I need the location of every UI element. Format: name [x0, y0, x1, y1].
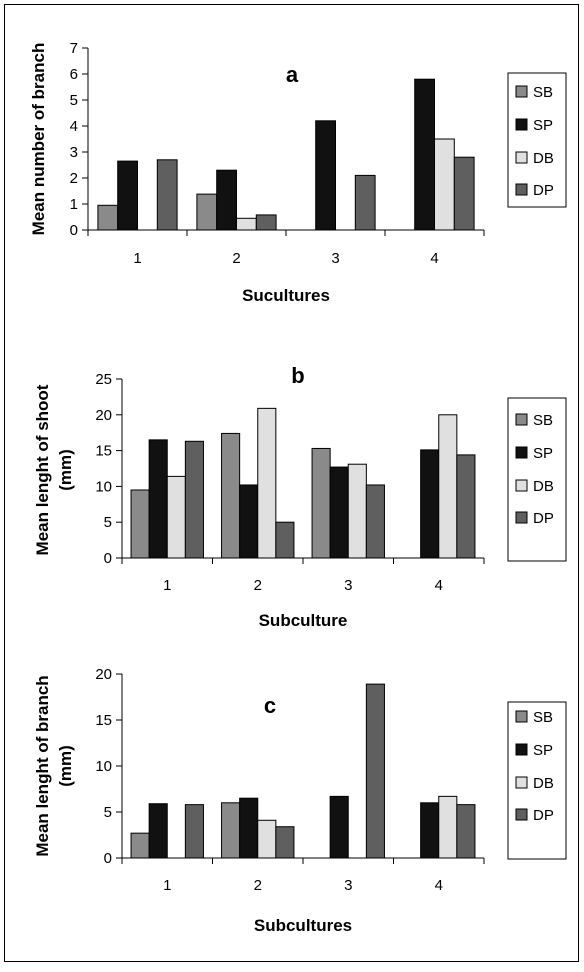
- chart-b: b 0 5 10 15 20 25 1 2 3 4 Mean lenght of shoot (mm) S…: [33, 363, 567, 630]
- panel-a-y-tick-label: 3: [70, 144, 78, 161]
- figure-border: [4, 4, 579, 962]
- panel-a-legend-label-SP: SP: [533, 117, 553, 134]
- panel-a-x-tick-label: 4: [430, 250, 438, 267]
- panel-a-y-tick-label: 1: [70, 196, 78, 213]
- panel-a-letter: a: [286, 62, 299, 87]
- panel-b-legend: SB SP DB DP: [507, 397, 567, 562]
- panel-b-bar-DB-2: [257, 407, 277, 559]
- panel-b-bar-DP-1: [184, 440, 204, 559]
- panel-c-bar-DP-2: [275, 826, 295, 859]
- panel-a-y-tick-label: 6: [70, 66, 78, 83]
- panel-c-legend-swatch-SP: [515, 743, 528, 756]
- panel-c-bar-SP-3: [329, 795, 349, 859]
- panel-c-legend-swatch-DP: [515, 808, 528, 821]
- panel-a-y-tick-label: 4: [70, 118, 78, 135]
- panel-b-y-tick-label: 15: [95, 443, 112, 460]
- panel-b-y-axis-label: Mean lenght of shoot: [33, 384, 52, 555]
- panel-c-legend-label-DB: DB: [533, 775, 554, 792]
- chart-a: a 0 1 2 3 4 5 6 7 1 2 3 4 Mean number of branch Sucult…: [29, 40, 567, 305]
- panel-c-x-tick-label: 4: [435, 877, 443, 894]
- panel-b-x-tick-label: 4: [435, 577, 443, 594]
- panel-b-bar-DP-3: [365, 484, 385, 559]
- panel-c-legend-label-DP: DP: [533, 807, 554, 824]
- panel-b-y-tick-label: 5: [104, 514, 112, 531]
- panel-b-x-tick-label: 2: [254, 577, 262, 594]
- panel-a-x-tick-label: 3: [331, 250, 339, 267]
- panel-c-x-tick-label: 3: [344, 877, 352, 894]
- panel-c-y-tick-label: 15: [95, 712, 112, 729]
- panel-a-y-tick-label: 7: [70, 40, 78, 57]
- panel-c-legend-label-SB: SB: [533, 709, 553, 726]
- panel-a-y-tick-label: 5: [70, 92, 78, 109]
- panel-a-bar-DP-3: [354, 174, 376, 231]
- panel-a-legend-swatch-DB: [515, 151, 528, 164]
- panel-a-bar-DP-4: [453, 156, 475, 231]
- panel-a-bar-SP-2: [216, 169, 237, 231]
- panel-a-legend-label-SB: SB: [533, 84, 553, 101]
- panel-a-legend-swatch-SP: [515, 118, 528, 131]
- panel-b-legend-swatch-DB: [515, 479, 528, 492]
- panel-a-x-tick-label: 1: [133, 250, 141, 267]
- panel-a-legend-swatch-DP: [515, 183, 528, 196]
- panel-a-bar-DP-1: [156, 159, 178, 231]
- panel-a-legend-label-DP: DP: [533, 182, 554, 199]
- panel-c-legend: SB SP DB DP: [507, 701, 567, 860]
- panel-a-bar-SP-1: [117, 160, 138, 231]
- panel-c-bar-DP-1: [184, 804, 204, 859]
- panel-c-legend-swatch-DB: [515, 776, 528, 789]
- panel-c-y-tick-label: 5: [104, 804, 112, 821]
- panel-b-letter: b: [291, 363, 304, 388]
- panel-a-legend: SB SP DB DP: [507, 72, 567, 208]
- panel-c-x-tick-label: 1: [163, 877, 171, 894]
- panel-c-legend-swatch-SB: [515, 710, 528, 723]
- panel-b-y-axis-label: (mm): [56, 449, 75, 491]
- panel-b-legend-label-DP: DP: [533, 510, 554, 527]
- panel-c-x-tick-label: 2: [254, 877, 262, 894]
- panel-b-legend-label-DB: DB: [533, 478, 554, 495]
- panel-a-x-axis-label: Sucultures: [242, 286, 330, 305]
- panel-b-legend-swatch-SP: [515, 446, 528, 459]
- panel-b-legend-label-SB: SB: [533, 412, 553, 429]
- panel-a-legend-swatch-SB: [515, 85, 528, 98]
- panel-b-bar-DP-4: [456, 454, 476, 559]
- panel-a-bar-SP-3: [315, 120, 337, 231]
- panel-a-legend-label-DB: DB: [533, 150, 554, 167]
- panel-a-y-tick-label: 0: [70, 222, 78, 239]
- panel-a-x-tick-label: 2: [232, 250, 240, 267]
- panel-c-bar-SP-1: [148, 803, 168, 859]
- panel-a-y-axis-label: Mean number of branch: [29, 43, 48, 236]
- panel-c-x-axis-label: Subcultures: [254, 916, 352, 935]
- panel-c-bar-DP-3: [365, 683, 385, 859]
- panel-b-x-axis-label: Subculture: [259, 611, 348, 630]
- panel-c-bar-DP-4: [456, 804, 476, 859]
- panel-a-y-tick-label: 2: [70, 170, 78, 187]
- panel-b-y-tick-label: 0: [104, 550, 112, 567]
- panel-a-bar-DP-2: [255, 214, 277, 231]
- panel-b-y-tick-label: 25: [95, 371, 112, 388]
- panel-c-y-tick-label: 20: [95, 666, 112, 683]
- panel-c-y-axis-label: (mm): [56, 745, 75, 787]
- panel-b-legend-swatch-DP: [515, 511, 528, 524]
- chart-c: c 0 5 10 15 20 1 2 3 4 Mean lenght of branch (mm) Su…: [33, 666, 567, 935]
- panel-c-y-tick-label: 10: [95, 758, 112, 775]
- panel-b-legend-swatch-SB: [515, 413, 528, 426]
- panel-b-y-tick-label: 20: [95, 407, 112, 424]
- panel-c-legend-label-SP: SP: [533, 742, 553, 759]
- panel-b-x-tick-label: 1: [163, 577, 171, 594]
- panel-b-x-tick-label: 3: [344, 577, 352, 594]
- panel-b-y-tick-label: 10: [95, 478, 112, 495]
- panel-b-legend-label-SP: SP: [533, 445, 553, 462]
- panel-c-y-tick-label: 0: [104, 850, 112, 867]
- panel-c-y-axis-label: Mean lenght of branch: [33, 675, 52, 856]
- panel-b-bar-DP-2: [275, 521, 295, 559]
- panel-c-letter: c: [264, 693, 276, 718]
